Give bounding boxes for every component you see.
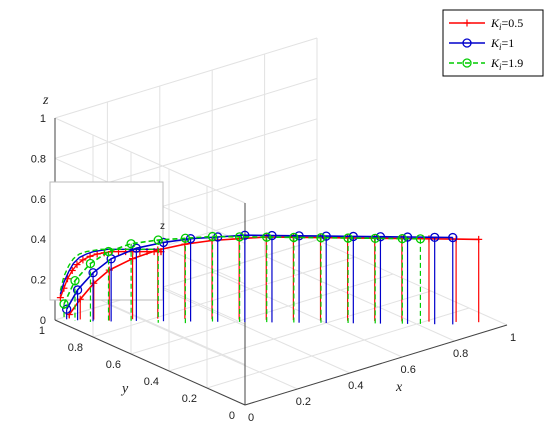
- circle-marker: [72, 285, 83, 295]
- floor-grid-line: [206, 307, 470, 389]
- circle-marker: [207, 231, 218, 242]
- z-tick-label: 0.8: [31, 153, 46, 165]
- circle-marker: [375, 232, 386, 242]
- series-2: [59, 231, 426, 326]
- circle-marker: [348, 231, 358, 242]
- floor-grid-line: [107, 303, 298, 390]
- wall-grid-line: [54, 37, 318, 119]
- circle-marker: [289, 232, 299, 243]
- x-tick-label: 0.4: [348, 380, 363, 392]
- x-tick-label: 0: [248, 412, 254, 424]
- circle-marker: [397, 233, 407, 244]
- x-tick-label: 0.6: [401, 364, 416, 376]
- circle-marker: [262, 232, 272, 242]
- circle-marker: [462, 58, 472, 68]
- legend: Ki=0.5 Ki=1 Ki=1.9: [442, 9, 544, 77]
- legend-entry-label: Ki=1.9: [490, 56, 523, 72]
- x-axis-label: x: [395, 380, 403, 395]
- axis-labels: 00.20.40.60.8100.20.40.60.8100.20.40.60.…: [31, 93, 516, 424]
- floor-grid-line: [130, 273, 394, 355]
- floor-grid-line: [92, 256, 356, 338]
- x-tick-label: 0.2: [296, 396, 311, 408]
- circle-marker: [185, 234, 196, 244]
- circle-marker: [462, 38, 472, 48]
- circle-marker: [370, 233, 380, 243]
- circle-marker: [294, 231, 304, 241]
- circle-marker: [316, 233, 326, 243]
- y-tick-label: 1: [39, 325, 45, 337]
- legend-entry-label: Ki=1: [490, 36, 514, 52]
- z-tick-label: 0.6: [31, 194, 46, 206]
- circle-marker: [103, 246, 114, 257]
- circle-marker: [402, 232, 413, 242]
- circle-marker: [88, 268, 98, 278]
- y-axis-label: y: [120, 382, 129, 397]
- trajectory-line: [63, 235, 421, 305]
- circle-marker: [62, 304, 72, 314]
- x-tick-label: 1: [510, 332, 516, 344]
- circle-marker: [59, 299, 69, 309]
- inset-trajectory: [59, 248, 156, 291]
- inset-z-label: z: [160, 221, 165, 232]
- z-tick-label: 0.4: [31, 234, 46, 246]
- z-axis-label: z: [42, 93, 49, 108]
- y-axis-line: [54, 319, 246, 406]
- circle-marker: [321, 231, 331, 241]
- circle-marker: [234, 232, 245, 242]
- y-tick-label: 0.2: [182, 393, 197, 405]
- z-tick-label: 0: [40, 315, 46, 327]
- floor-grid-line: [264, 255, 455, 342]
- floor-grid-line: [159, 287, 351, 374]
- y-tick-label: 0.8: [68, 342, 83, 354]
- y-tick-label: 0.4: [144, 376, 159, 388]
- x-axis-line: [244, 324, 508, 406]
- circle-marker: [70, 275, 80, 286]
- circle-marker: [158, 237, 169, 248]
- wall-grid-line: [54, 77, 318, 159]
- floor-grid-line: [211, 271, 403, 358]
- circle-marker: [415, 234, 426, 244]
- circle-marker: [430, 232, 440, 242]
- side-projection-inset: z: [49, 181, 165, 302]
- floor-grid-line: [168, 290, 432, 372]
- circle-marker: [180, 233, 191, 243]
- y-tick-label: 0: [229, 410, 235, 422]
- floor-grid-line: [54, 239, 318, 321]
- inset-frame: [49, 181, 164, 301]
- circle-marker: [267, 230, 277, 241]
- circle-marker: [448, 232, 458, 243]
- circle-marker: [153, 235, 163, 245]
- z-tick-label: 0.2: [31, 275, 46, 287]
- x-tick-label: 0.8: [453, 348, 468, 360]
- circle-marker: [85, 258, 96, 269]
- series-layer: [59, 230, 483, 326]
- wall-grid-line: [54, 117, 246, 204]
- legend-entry-label: Ki=0.5: [490, 16, 523, 32]
- series-1: [62, 230, 458, 325]
- circle-marker: [343, 233, 353, 243]
- circle-marker: [240, 230, 250, 240]
- inset-trajectory: [59, 248, 161, 295]
- circle-marker: [126, 239, 136, 249]
- y-tick-label: 0.6: [106, 359, 121, 371]
- trajectory-line: [66, 234, 453, 310]
- z-tick-label: 1: [40, 113, 46, 125]
